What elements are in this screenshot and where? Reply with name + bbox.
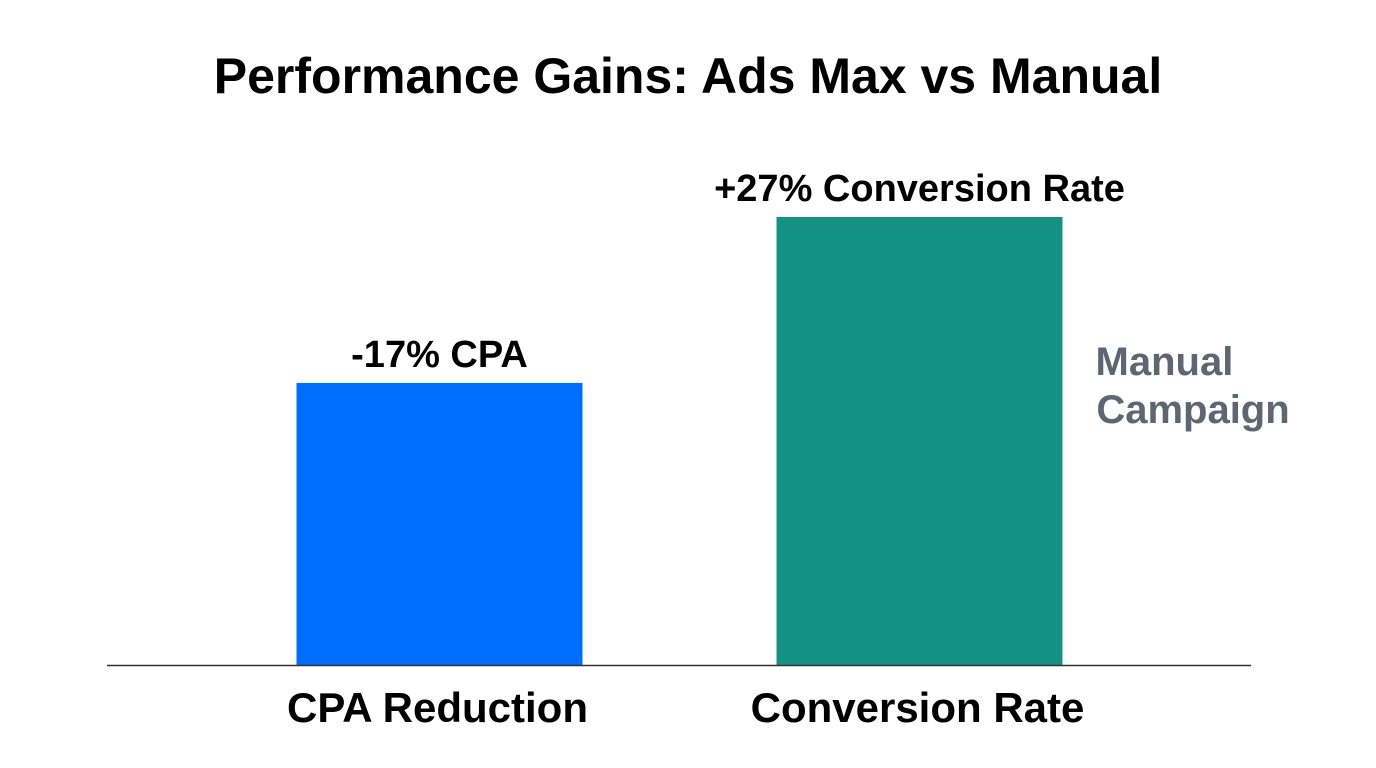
chart-title: Performance Gains: Ads Max vs Manual bbox=[214, 48, 1162, 104]
manual-campaign-annotation: Manual Campaign bbox=[1096, 340, 1290, 432]
bar-cpa-reduction bbox=[296, 382, 583, 665]
bar-conversion-rate bbox=[776, 217, 1063, 665]
data-label: -17% CPA bbox=[351, 334, 528, 376]
category-label: Conversion Rate bbox=[751, 684, 1085, 731]
data-label: +27% Conversion Rate bbox=[714, 168, 1125, 210]
category-label: CPA Reduction bbox=[287, 684, 588, 731]
